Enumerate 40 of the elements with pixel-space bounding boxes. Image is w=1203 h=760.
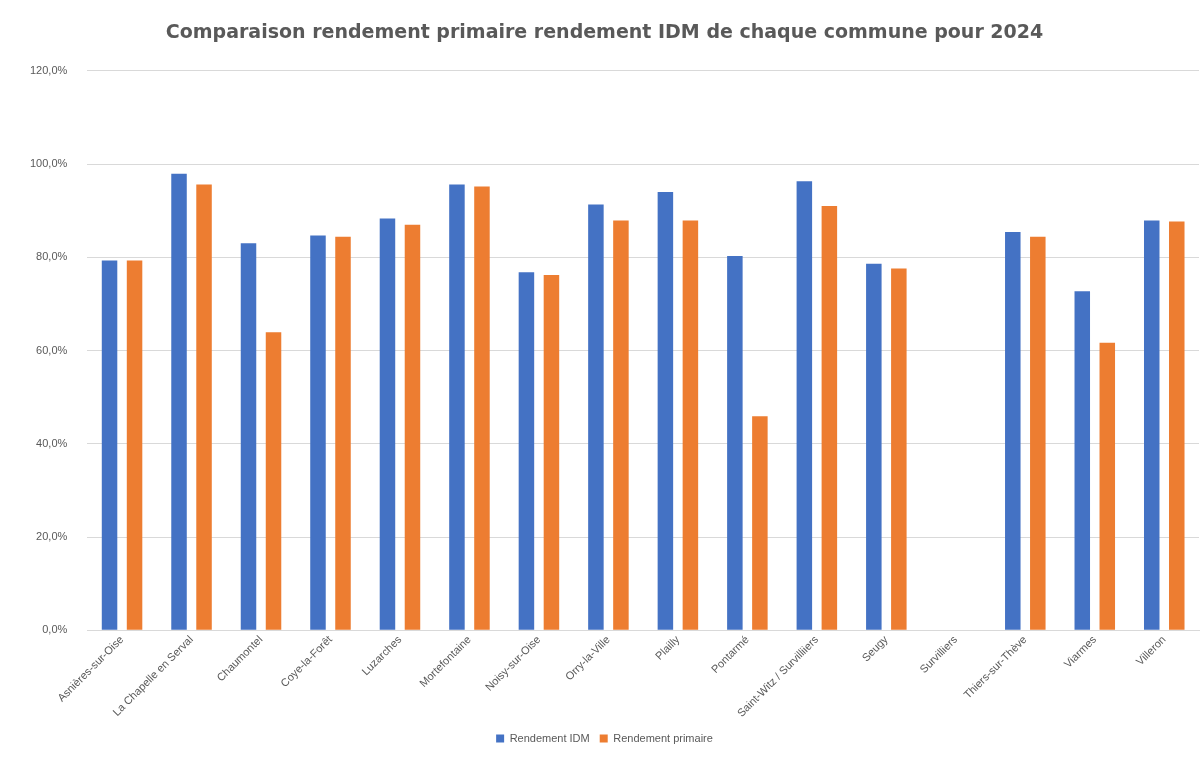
- bar: [1144, 220, 1160, 630]
- bar: [752, 416, 768, 630]
- bar: [543, 275, 560, 630]
- bar: [335, 236, 351, 630]
- bar: [1074, 291, 1091, 630]
- y-tick-label: 40,0%: [36, 436, 68, 449]
- bar: [1005, 232, 1021, 630]
- bar: [1169, 221, 1185, 630]
- bar: [727, 255, 743, 630]
- bar: [796, 181, 813, 630]
- bar: [126, 260, 143, 630]
- bar: [613, 220, 629, 630]
- bar: [657, 192, 674, 630]
- bar: [240, 243, 257, 630]
- bar: [891, 268, 907, 630]
- bar: [588, 204, 604, 630]
- bar: [171, 173, 187, 630]
- y-tick-label: 0,0%: [42, 623, 68, 636]
- bar: [379, 218, 396, 630]
- bar: [821, 206, 838, 630]
- legend-label: Rendement primaire: [613, 731, 713, 744]
- bar: [1099, 342, 1116, 630]
- legend-label: Rendement IDM: [509, 731, 590, 744]
- y-tick-label: 100,0%: [30, 157, 68, 170]
- bar: [404, 224, 421, 630]
- bar: [101, 260, 118, 630]
- bar: [518, 272, 535, 630]
- y-tick-label: 20,0%: [36, 530, 68, 543]
- bar: [682, 220, 699, 630]
- bar: [449, 184, 465, 630]
- bar: [1030, 236, 1046, 630]
- bar: [196, 184, 212, 630]
- y-tick-label: 80,0%: [36, 250, 68, 263]
- bar: [265, 332, 282, 630]
- bar: [866, 263, 882, 630]
- bar: [310, 235, 326, 630]
- y-tick-label: 120,0%: [30, 63, 68, 76]
- chart-title: Comparaison rendement primaire rendement IDM de chaque commune pour 2024: [165, 20, 1044, 43]
- y-tick-label: 60,0%: [36, 343, 68, 356]
- bar: [474, 186, 490, 630]
